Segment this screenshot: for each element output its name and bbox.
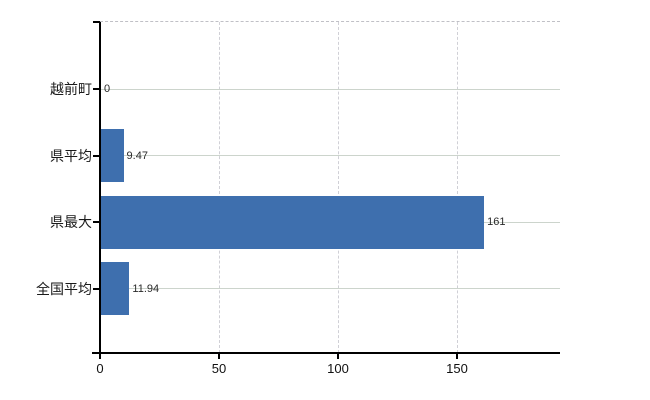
- y-axis-tick: [93, 221, 100, 223]
- bar-value-label: 161: [487, 216, 506, 228]
- x-axis-tick: [218, 354, 220, 359]
- gridline-horizontal: [100, 88, 560, 90]
- x-tick-label: 100: [327, 361, 349, 376]
- x-axis-tick: [456, 354, 458, 359]
- y-axis-tick: [93, 154, 100, 157]
- category-label: 県平均: [50, 147, 92, 164]
- bar-value-label: 0: [104, 83, 111, 95]
- plot-top-border: [100, 21, 560, 22]
- bar: [101, 262, 130, 315]
- bar: [101, 195, 485, 249]
- gridline-vertical: [457, 22, 458, 353]
- x-axis-tick: [337, 354, 339, 359]
- gridline-vertical: [338, 22, 339, 353]
- x-tick-label: 50: [211, 361, 227, 376]
- category-label: 県最大: [50, 214, 92, 230]
- bar: [101, 129, 124, 182]
- y-axis-top-tick: [93, 21, 100, 23]
- gridline-vertical: [219, 22, 220, 353]
- category-label: 全国平均: [36, 280, 92, 297]
- category-label: 越前町: [50, 81, 92, 97]
- x-tick-label: 0: [96, 361, 104, 376]
- gridline-horizontal: [100, 155, 560, 156]
- bar-value-label: 11.94: [132, 282, 160, 295]
- bar-value-label: 9.47: [126, 149, 148, 162]
- x-tick-label: 150: [446, 361, 468, 376]
- y-axis-tick: [93, 287, 100, 290]
- x-axis-tick: [99, 354, 101, 359]
- y-axis: [99, 22, 101, 353]
- y-axis-tick: [93, 88, 100, 90]
- x-axis: [92, 352, 560, 354]
- gridline-horizontal: [100, 288, 560, 289]
